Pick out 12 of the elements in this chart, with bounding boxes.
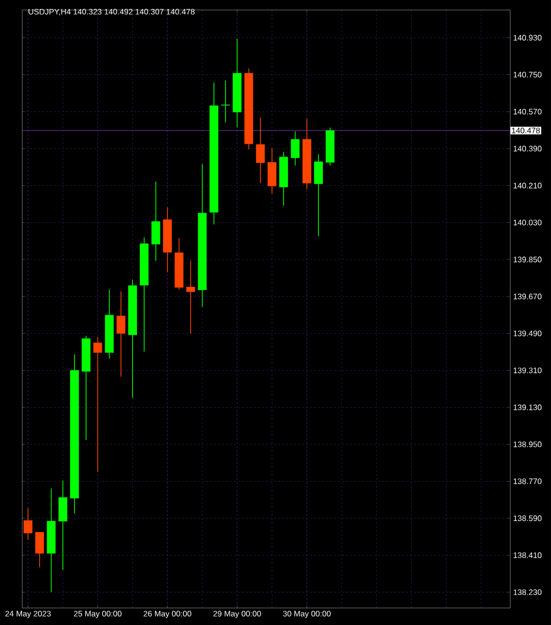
candlestick (221, 80, 230, 123)
candlestick (24, 508, 32, 540)
candlestick (151, 181, 160, 262)
candlestick (186, 260, 196, 334)
candlestick (268, 148, 276, 194)
candlestick (256, 117, 265, 184)
candlestick (290, 130, 300, 166)
candlestick (35, 532, 44, 568)
candlestick (58, 480, 68, 570)
candlestick (116, 290, 126, 378)
candlestick (93, 336, 102, 472)
candlestick (314, 154, 323, 237)
